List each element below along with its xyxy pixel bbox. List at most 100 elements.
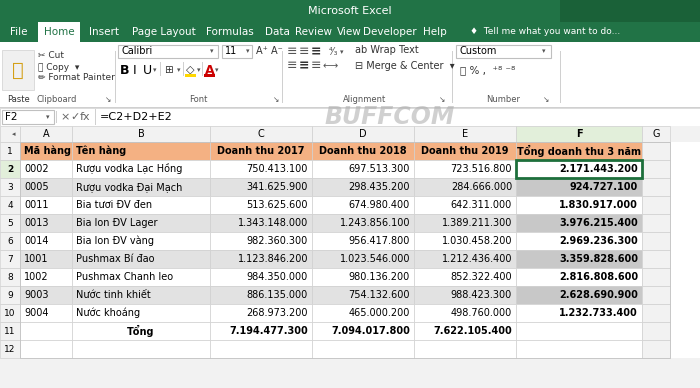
Bar xyxy=(20,340,72,358)
Text: 1001: 1001 xyxy=(24,254,48,264)
Text: 📄 Copy  ▾: 📄 Copy ▾ xyxy=(38,62,79,71)
Bar xyxy=(516,250,642,268)
Bar xyxy=(312,286,414,304)
Bar xyxy=(20,214,72,232)
Text: ⁴⁄₃: ⁴⁄₃ xyxy=(329,47,339,57)
Bar xyxy=(0,250,20,268)
Bar xyxy=(312,340,414,358)
Bar xyxy=(185,74,196,77)
Bar xyxy=(72,286,210,304)
Bar xyxy=(0,160,20,178)
Bar xyxy=(2,110,54,124)
Text: 7.194.477.300: 7.194.477.300 xyxy=(230,326,308,336)
Bar xyxy=(456,45,551,58)
Text: Font: Font xyxy=(189,95,207,104)
Text: Doanh thu 2017: Doanh thu 2017 xyxy=(217,146,304,156)
Text: 852.322.400: 852.322.400 xyxy=(450,272,512,282)
Text: 12: 12 xyxy=(4,345,15,353)
Text: ≡: ≡ xyxy=(287,59,298,73)
Bar xyxy=(642,250,670,268)
Text: ◇: ◇ xyxy=(186,65,195,75)
Bar xyxy=(516,286,642,304)
Bar xyxy=(72,340,210,358)
Text: B: B xyxy=(138,129,144,139)
Text: A: A xyxy=(43,129,49,139)
Bar xyxy=(210,286,312,304)
Text: 498.760.000: 498.760.000 xyxy=(451,308,512,318)
Text: 5: 5 xyxy=(7,218,13,227)
Text: ✓: ✓ xyxy=(70,112,79,122)
Text: 7: 7 xyxy=(7,255,13,263)
Bar xyxy=(210,232,312,250)
Bar xyxy=(72,196,210,214)
Text: 1.232.733.400: 1.232.733.400 xyxy=(559,308,638,318)
Bar xyxy=(516,322,642,340)
Text: 0011: 0011 xyxy=(24,200,48,210)
Text: 0002: 0002 xyxy=(24,164,48,174)
Text: 1.023.546.000: 1.023.546.000 xyxy=(340,254,410,264)
Text: Custom: Custom xyxy=(460,47,498,57)
Text: Formulas: Formulas xyxy=(206,27,254,37)
Bar xyxy=(414,304,516,322)
Bar xyxy=(20,142,72,160)
Bar xyxy=(210,214,312,232)
Bar xyxy=(0,340,20,358)
Text: 1.389.211.300: 1.389.211.300 xyxy=(442,218,512,228)
Bar xyxy=(210,126,312,142)
Bar xyxy=(160,62,161,76)
Bar xyxy=(20,304,72,322)
Text: BUFFCOM: BUFFCOM xyxy=(325,105,455,129)
Bar xyxy=(210,268,312,286)
Bar xyxy=(210,340,312,358)
Text: B: B xyxy=(120,64,130,76)
Text: Developer: Developer xyxy=(363,27,416,37)
Bar xyxy=(72,304,210,322)
Bar xyxy=(0,286,20,304)
Bar xyxy=(20,286,72,304)
Bar xyxy=(0,142,700,388)
Text: 341.625.900: 341.625.900 xyxy=(246,182,308,192)
Bar xyxy=(516,142,642,160)
Bar xyxy=(642,322,670,340)
Text: 465.000.200: 465.000.200 xyxy=(349,308,410,318)
Bar xyxy=(20,232,72,250)
Text: C: C xyxy=(258,129,265,139)
Bar xyxy=(202,62,203,76)
Bar xyxy=(312,196,414,214)
Text: 2: 2 xyxy=(7,165,13,173)
Bar xyxy=(312,268,414,286)
Bar xyxy=(210,160,312,178)
Text: ↘: ↘ xyxy=(439,95,445,104)
Text: 10: 10 xyxy=(4,308,15,317)
Bar xyxy=(115,51,116,103)
Bar xyxy=(210,196,312,214)
Bar xyxy=(414,232,516,250)
Text: 4: 4 xyxy=(7,201,13,210)
Text: 2.969.236.300: 2.969.236.300 xyxy=(559,236,638,246)
Bar xyxy=(642,268,670,286)
Text: Pushmax Chanh leo: Pushmax Chanh leo xyxy=(76,272,173,282)
Bar xyxy=(72,178,210,196)
Bar xyxy=(516,268,642,286)
Bar xyxy=(414,142,516,160)
Bar xyxy=(414,340,516,358)
Bar xyxy=(516,304,642,322)
Text: ▾: ▾ xyxy=(46,114,50,120)
Text: 0014: 0014 xyxy=(24,236,48,246)
Text: Microsoft Excel: Microsoft Excel xyxy=(308,6,392,16)
Bar xyxy=(516,214,642,232)
Text: Rượu vodka Đại Mạch: Rượu vodka Đại Mạch xyxy=(76,182,183,192)
Text: Bia lon ĐV Lager: Bia lon ĐV Lager xyxy=(76,218,158,228)
Text: Review: Review xyxy=(295,27,332,37)
Bar xyxy=(414,126,516,142)
Text: 642.311.000: 642.311.000 xyxy=(451,200,512,210)
Text: 2.628.690.900: 2.628.690.900 xyxy=(559,290,638,300)
Bar xyxy=(72,142,210,160)
Text: 298.435.200: 298.435.200 xyxy=(349,182,410,192)
Text: 1.243.856.100: 1.243.856.100 xyxy=(340,218,410,228)
Bar xyxy=(414,268,516,286)
Text: 9: 9 xyxy=(7,291,13,300)
Bar xyxy=(72,250,210,268)
Text: Tổng: Tổng xyxy=(127,325,155,337)
Bar xyxy=(222,45,252,58)
